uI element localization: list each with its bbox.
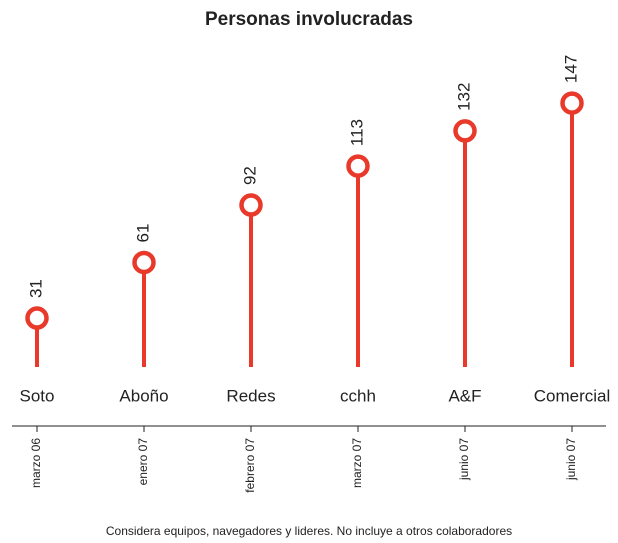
- dot: [239, 193, 263, 217]
- value-label: 113: [347, 119, 366, 146]
- date-label: enero 07: [136, 438, 150, 486]
- value-label: 132: [454, 83, 473, 111]
- date-label: febrero 07: [243, 438, 257, 493]
- value-label: 92: [240, 166, 259, 185]
- category-label: cchh: [340, 386, 376, 405]
- dot: [453, 119, 477, 143]
- value-label: 61: [133, 224, 152, 243]
- dot: [560, 91, 584, 115]
- category-label: Comercial: [534, 386, 611, 405]
- category-label: Aboño: [119, 386, 168, 405]
- footnote: Considera equipos, navegadores y lideres…: [106, 524, 512, 538]
- date-label: marzo 07: [350, 438, 364, 488]
- date-label: marzo 06: [29, 438, 43, 488]
- dot: [132, 250, 156, 275]
- date-label: junio 07: [457, 438, 471, 481]
- dot: [25, 306, 49, 330]
- category-label: Redes: [226, 386, 275, 405]
- category-label: Soto: [20, 386, 55, 405]
- date-label: junio 07: [564, 438, 578, 481]
- chart-title: Personas involucradas: [205, 9, 413, 30]
- value-label: 147: [561, 55, 580, 83]
- category-label: A&F: [448, 386, 481, 405]
- dot: [346, 154, 370, 178]
- value-label: 31: [26, 279, 45, 298]
